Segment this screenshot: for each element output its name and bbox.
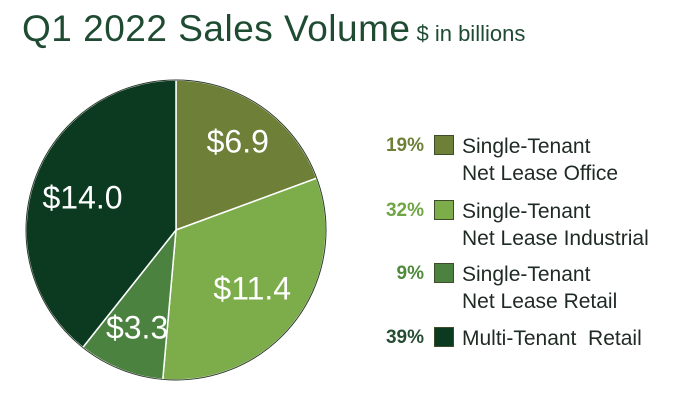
pie-slice-label: $6.9 xyxy=(207,123,269,159)
pie-slice-label: $11.4 xyxy=(213,270,291,306)
chart-title: Q1 2022 Sales Volume xyxy=(22,8,411,49)
legend-label: Single-Tenant Net Lease Industrial xyxy=(462,198,649,252)
legend-swatch xyxy=(434,135,454,155)
legend-label-line1: Single-Tenant xyxy=(462,135,591,158)
pie-chart: $6.9 $11.4 $3.3 $14.0 xyxy=(25,79,327,381)
legend-percent: 32% xyxy=(385,200,424,221)
legend-percent: 39% xyxy=(385,327,424,348)
legend-label: Single-Tenant Net Lease Office xyxy=(462,133,618,187)
legend-label-line1: Multi-Tenant Retail xyxy=(462,327,642,350)
pie-slice-label: $3.3 xyxy=(106,310,168,346)
legend-label: Multi-Tenant Retail xyxy=(462,325,642,352)
legend-percent: 9% xyxy=(396,263,424,284)
legend-swatch xyxy=(434,263,454,283)
legend: 19% Single-Tenant Net Lease Office 32% Si… xyxy=(360,0,696,403)
legend-swatch xyxy=(434,327,454,347)
pie-slice-labels: $6.9 $11.4 $3.3 $14.0 xyxy=(42,123,291,345)
legend-label-line2: Net Lease Retail xyxy=(462,290,618,313)
pie-slices xyxy=(25,79,327,381)
legend-swatch xyxy=(434,200,454,220)
legend-label-line1: Single-Tenant xyxy=(462,200,591,223)
legend-label-line1: Single-Tenant xyxy=(462,263,591,286)
chart-subtitle: $ in billions xyxy=(416,21,526,46)
legend-label-line2: Net Lease Industrial xyxy=(462,227,649,250)
chart-title-block: Q1 2022 Sales Volume $ in billions xyxy=(22,8,525,50)
pie-slice-label: $14.0 xyxy=(42,179,122,215)
legend-percent: 19% xyxy=(385,135,424,156)
pie-outline xyxy=(25,79,327,381)
legend-label-line2: Net Lease Office xyxy=(462,162,619,185)
legend-label: Single-Tenant Net Lease Retail xyxy=(462,261,617,315)
